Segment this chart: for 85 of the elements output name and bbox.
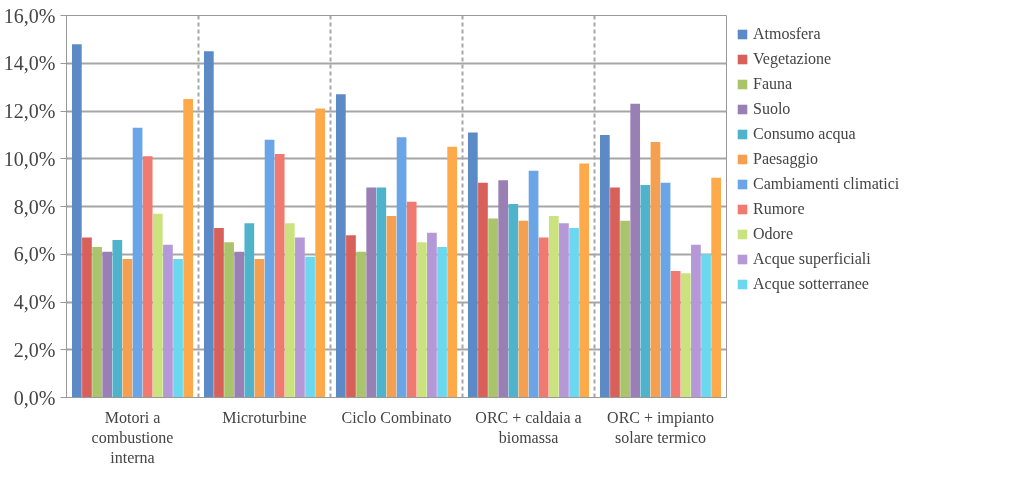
bar	[630, 103, 641, 398]
y-tick-label: 12,0%	[3, 100, 56, 122]
bar	[386, 216, 397, 398]
bar	[406, 201, 417, 398]
bar	[122, 259, 133, 398]
legend-label: Consumo acqua	[753, 125, 856, 143]
y-tick-label: 0,0%	[13, 386, 56, 409]
legend-label: Acque superficiali	[753, 250, 871, 268]
legend-label: Fauna	[753, 75, 793, 93]
x-tick-label: Microturbine	[222, 408, 307, 426]
legend-label: Paesaggio	[753, 150, 818, 168]
y-tick-label: 16,0%	[3, 4, 56, 27]
bar	[396, 137, 407, 398]
bar	[71, 44, 82, 398]
bar	[142, 156, 153, 398]
bar	[224, 242, 234, 398]
bar	[711, 177, 722, 398]
y-tick-label: 14,0%	[3, 52, 56, 75]
bar	[518, 220, 529, 398]
bar	[102, 251, 113, 398]
bar	[163, 244, 173, 398]
bar	[356, 251, 366, 398]
bar	[559, 223, 569, 398]
bar	[599, 134, 610, 398]
bar	[234, 251, 245, 398]
x-tick-label: Motori a combustione interna	[91, 408, 174, 467]
bar	[528, 170, 539, 398]
bar	[284, 223, 295, 398]
x-tick-label: ORC + impianto solare termico	[607, 408, 714, 446]
bar	[579, 163, 590, 398]
y-tick-label: 6,0%	[13, 243, 56, 266]
x-tick-label: Ciclo Combinato	[341, 408, 452, 426]
bar	[214, 227, 224, 398]
bar	[152, 213, 163, 398]
bar	[366, 187, 377, 398]
bar	[680, 273, 691, 398]
bar	[264, 139, 275, 398]
bar	[203, 51, 214, 398]
bar	[701, 254, 711, 398]
bar	[691, 244, 701, 398]
bar	[447, 146, 458, 398]
bar	[132, 127, 143, 398]
bar	[488, 218, 498, 398]
y-tick-label: 4,0%	[13, 291, 56, 313]
y-tick-label: 10,0%	[3, 147, 56, 170]
bar	[670, 270, 681, 398]
bar	[427, 232, 437, 398]
bar	[315, 108, 326, 398]
legend-label: Acque sotterranee	[753, 275, 869, 293]
bar	[437, 247, 447, 398]
bar	[244, 223, 255, 398]
bar	[295, 237, 305, 398]
bar	[498, 180, 509, 398]
bar	[640, 185, 651, 398]
bar	[82, 237, 92, 398]
bar	[660, 182, 671, 398]
legend-label: Atmosfera	[753, 25, 821, 43]
legend-label: Suolo	[753, 100, 791, 118]
bar	[173, 259, 183, 398]
bar	[346, 235, 356, 398]
y-tick-label: 2,0%	[13, 338, 56, 361]
bar	[620, 220, 630, 398]
bar	[112, 239, 123, 398]
bar	[92, 247, 102, 398]
legend-label: Rumore	[753, 200, 805, 218]
bar	[376, 187, 387, 398]
bar	[183, 99, 194, 398]
bar	[305, 256, 315, 398]
bar	[548, 216, 559, 398]
bar	[508, 204, 519, 398]
bar	[610, 187, 620, 398]
legend-label: Cambiamenti climatici	[753, 175, 900, 193]
legend-label: Vegetazione	[753, 50, 832, 68]
bar	[650, 142, 661, 398]
bar	[254, 259, 265, 398]
legend-label: Odore	[753, 225, 793, 243]
bar	[274, 153, 285, 398]
y-tick-label: 8,0%	[13, 195, 56, 218]
bar	[478, 182, 488, 398]
bar	[416, 242, 427, 398]
bar	[538, 237, 549, 398]
bar	[569, 227, 579, 398]
bar	[335, 94, 346, 398]
x-tick-label: ORC + caldaia a biomassa	[475, 408, 582, 446]
bar	[467, 132, 478, 398]
